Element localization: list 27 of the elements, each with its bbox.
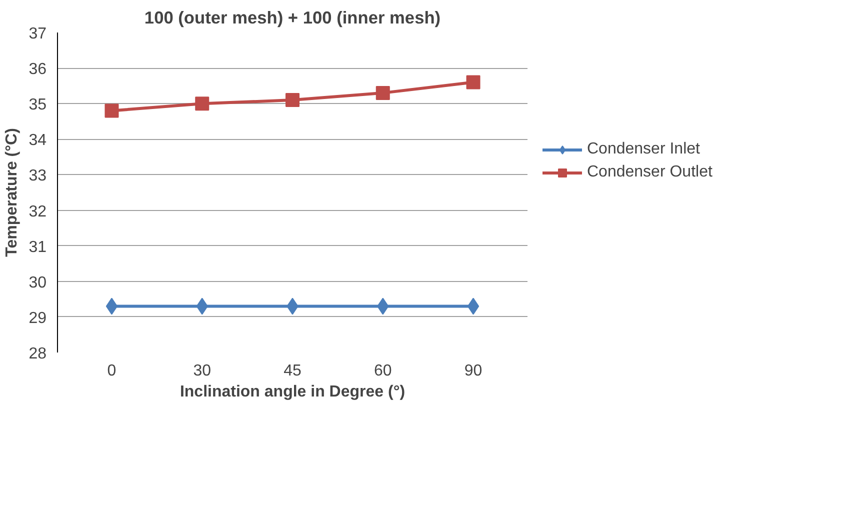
y-tick-label: 36 [28, 61, 47, 78]
y-tick-label: 32 [28, 203, 47, 220]
point [286, 93, 300, 108]
chart-title: 100 (outer mesh) + 100 (inner mesh) [144, 8, 441, 28]
x-tick-label: 45 [284, 362, 302, 380]
x-tick-label: 90 [464, 362, 482, 380]
y-tick-label: 33 [28, 168, 47, 185]
y-tick-label: 29 [28, 310, 47, 327]
point [195, 96, 210, 111]
y-tick-label: 30 [28, 274, 47, 292]
x-tick-label: 60 [374, 362, 392, 380]
legend-label: Condenser Outlet [587, 163, 712, 181]
legend-label: Condenser Inlet [587, 140, 700, 158]
y-tick-label: 31 [28, 238, 47, 256]
point [467, 298, 480, 315]
y-tick-label: 34 [28, 132, 47, 150]
x-axis-title: Inclination angle in Degree (°) [180, 384, 406, 400]
point [466, 75, 480, 90]
y-axis-title: Temperature (°C) [4, 128, 21, 257]
y-tick-label: 28 [28, 346, 47, 362]
x-tick-label: 0 [107, 362, 116, 380]
y-tick-label: 35 [28, 96, 47, 114]
point [106, 298, 118, 315]
x-tick-label: 30 [193, 362, 212, 380]
point [104, 104, 119, 118]
y-tick-label: 37 [28, 26, 47, 42]
point [376, 86, 390, 100]
